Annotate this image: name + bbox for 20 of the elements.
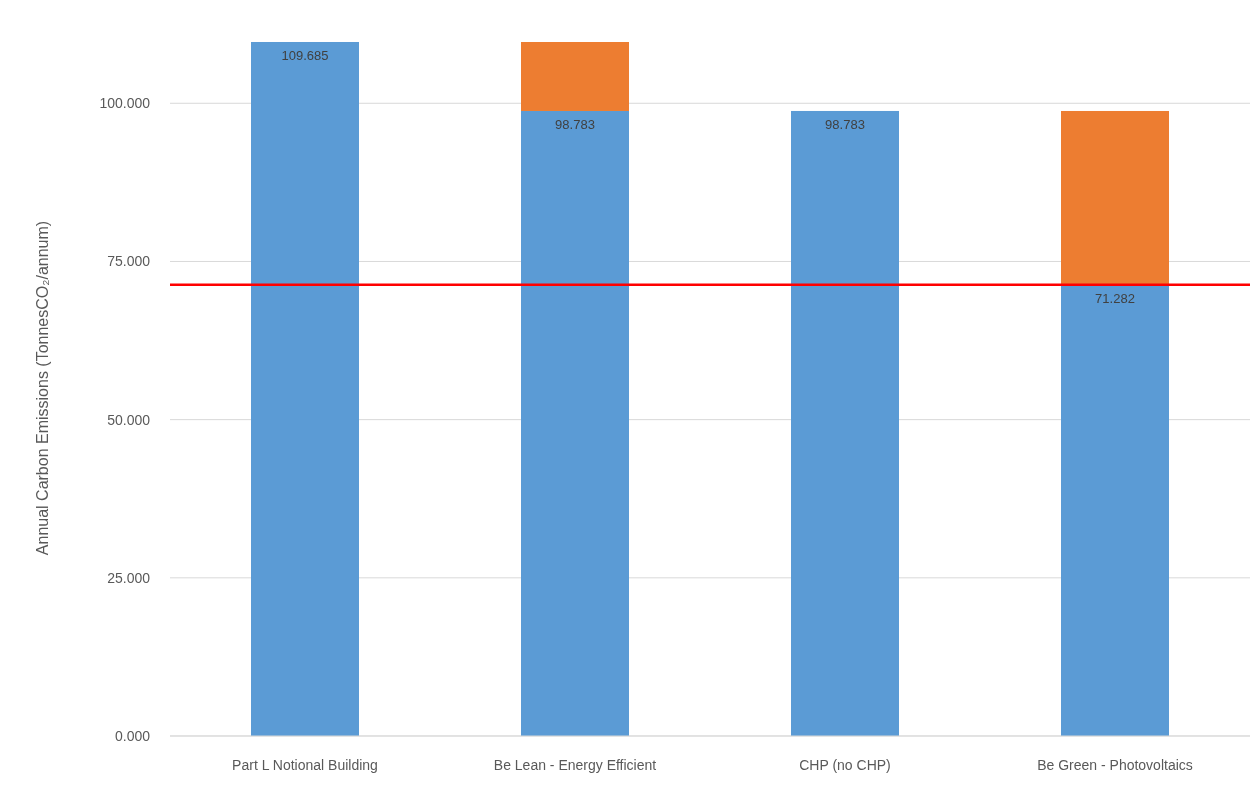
y-axis-title: Annual Carbon Emissions (TonnesCO₂/annum)	[34, 220, 51, 556]
y-tick-label: 50.000	[107, 411, 151, 428]
bar	[1061, 284, 1169, 736]
x-tick-label: Be Green - Photovoltaics	[1037, 757, 1193, 773]
y-tick-label: 75.000	[107, 253, 151, 270]
bar	[521, 42, 629, 111]
data-label: 71.282	[1095, 290, 1135, 306]
y-tick-label: 100.000	[99, 95, 151, 112]
bar	[791, 110, 899, 736]
bar	[1061, 110, 1169, 285]
y-tick-label: 25.000	[107, 569, 151, 586]
bar	[521, 110, 629, 736]
y-tick-label: 0.000	[114, 728, 151, 744]
x-tick-label: Part L Notional Building	[232, 757, 378, 773]
data-label: 109.685	[281, 47, 329, 63]
data-label: 98.783	[825, 116, 865, 132]
x-tick-label: Be Lean - Energy Efficient	[493, 757, 657, 773]
data-label: 98.783	[555, 116, 595, 132]
bar	[251, 41, 359, 736]
x-tick-label: CHP (no CHP)	[799, 757, 891, 773]
